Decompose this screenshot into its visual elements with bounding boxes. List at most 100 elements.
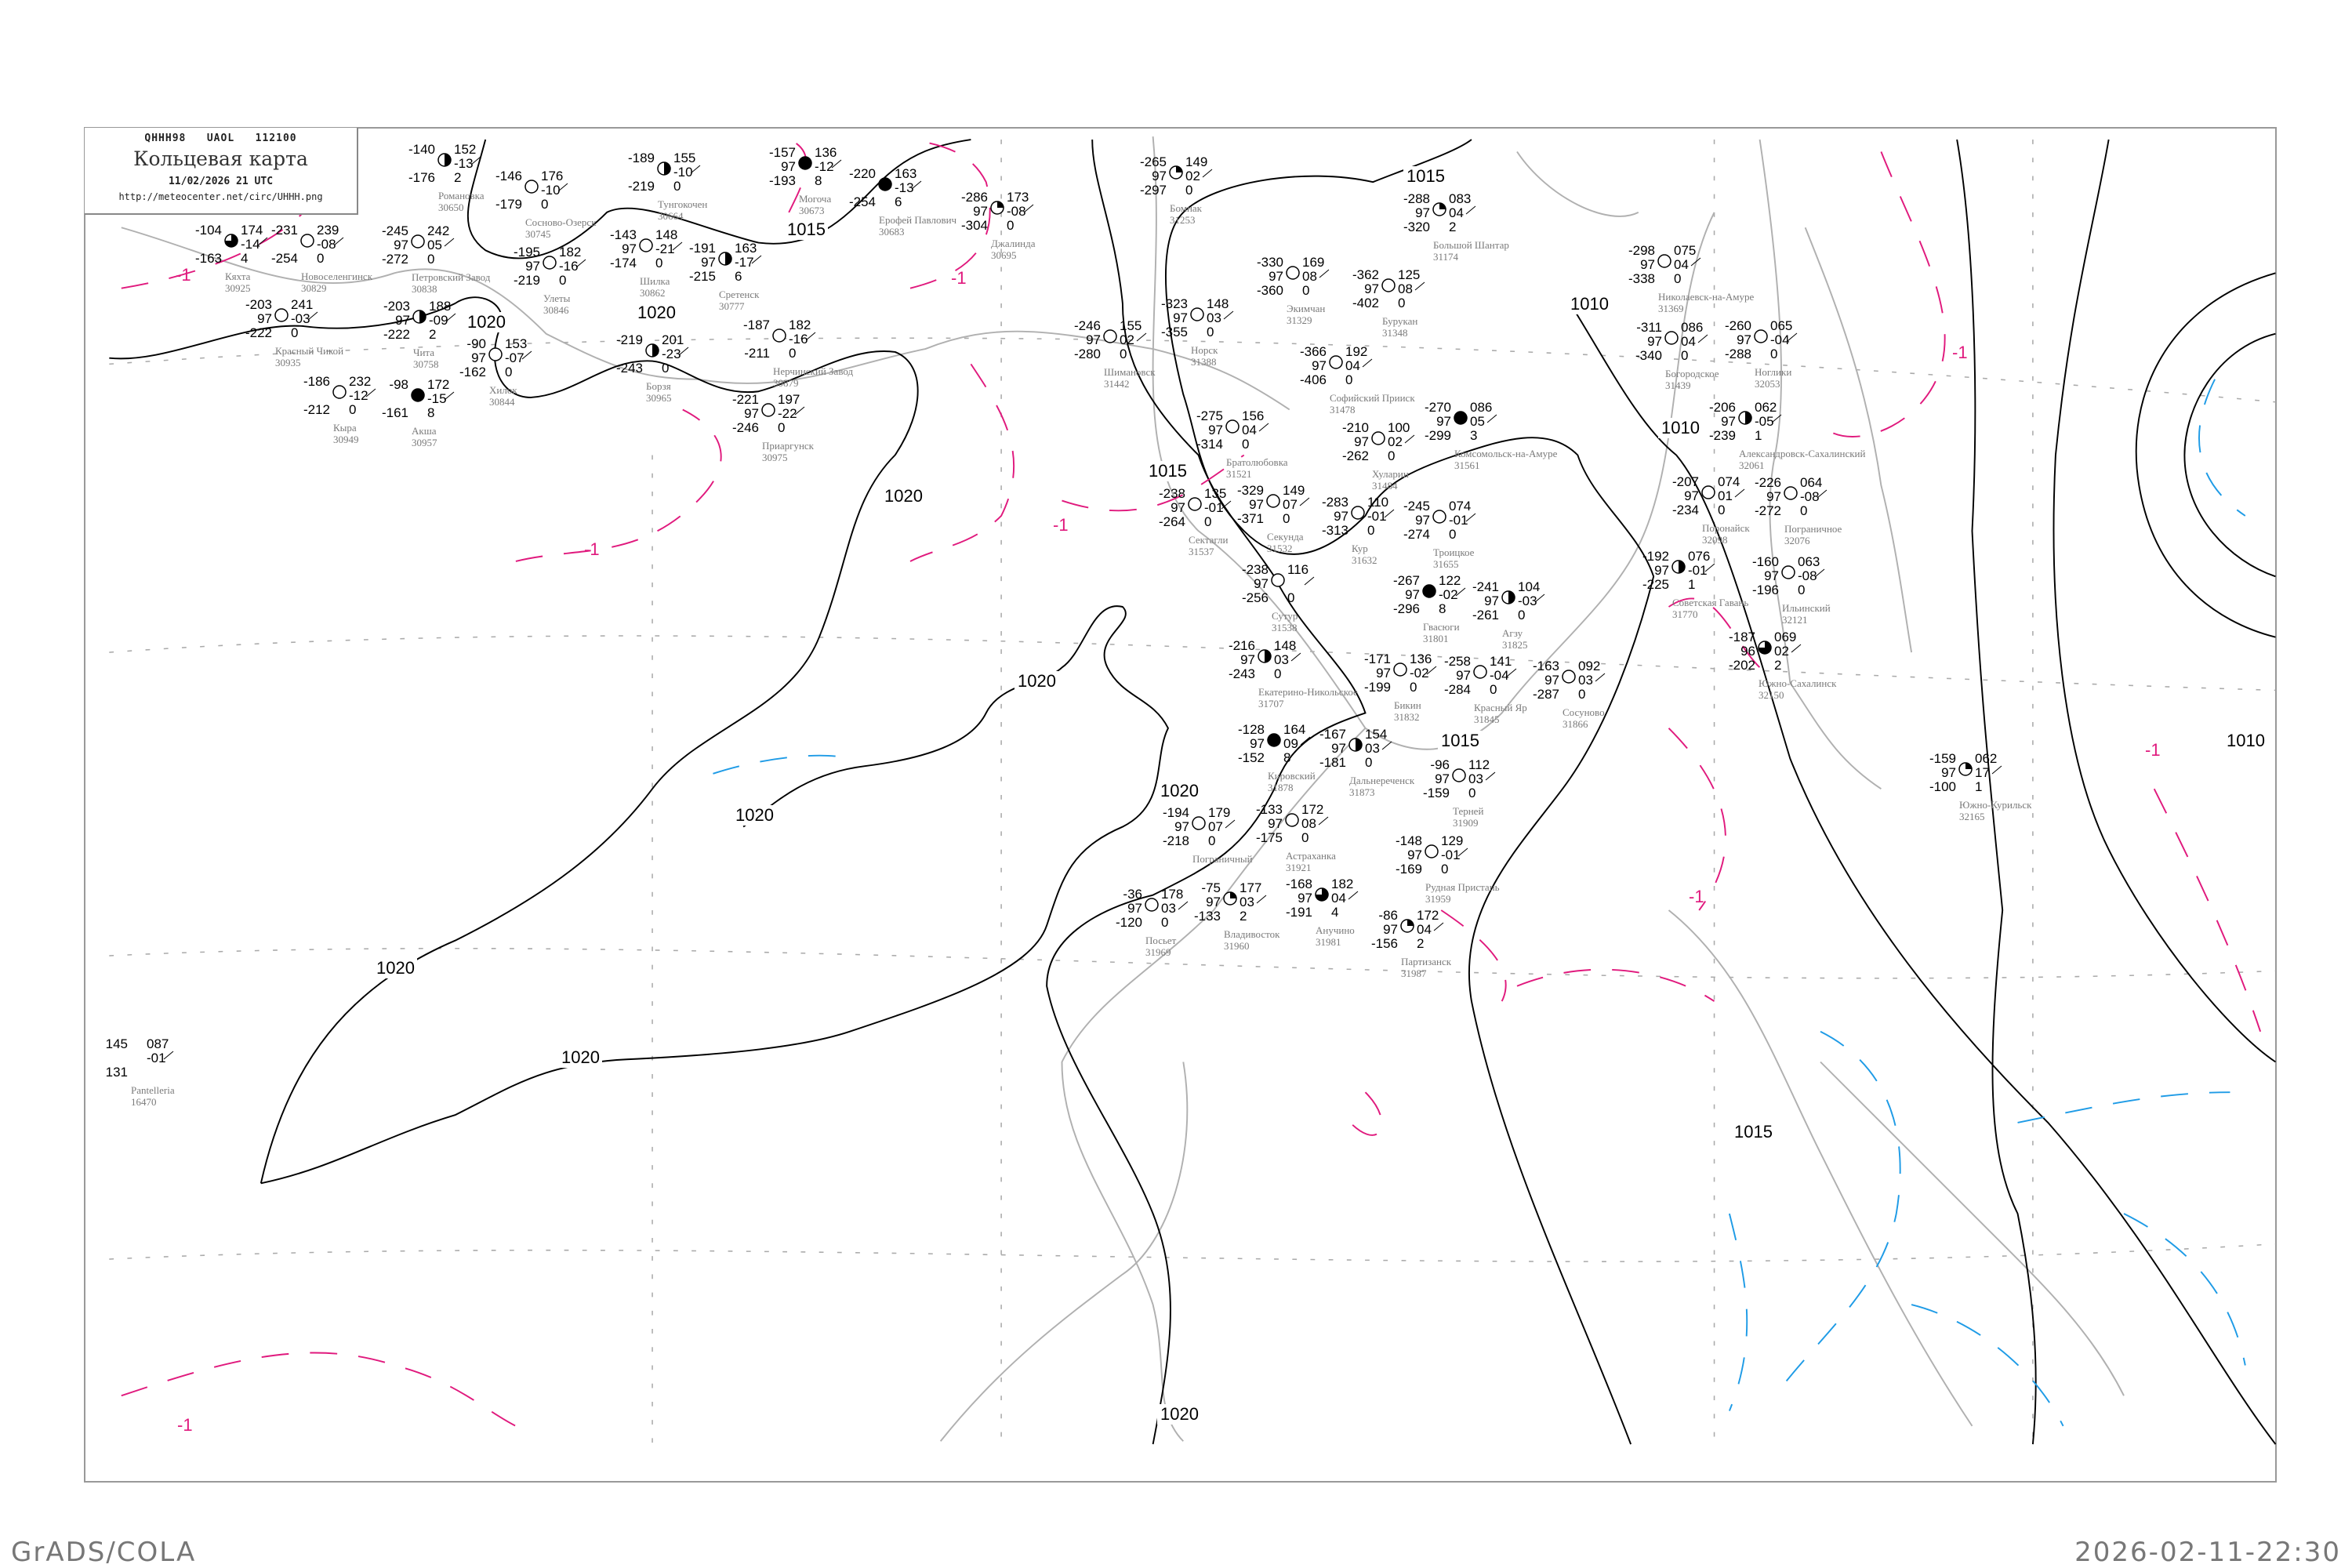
station-temperature: -245 [1403,499,1430,514]
station-temperature: -221 [732,392,759,407]
station-weather-code: 0 [541,197,548,212]
station-weather-code: 0 [427,252,434,267]
wind-barb-icon [1791,644,1802,653]
station-visibility: 97 [1764,568,1779,583]
station-dew-point: -274 [1403,527,1430,542]
station-pressure: 064 [1800,475,1822,490]
station-name: Шимановск [1104,366,1156,378]
station-pressure: 179 [1208,805,1230,820]
station-weather-code: 0 [1161,915,1168,930]
station-pressure: 152 [454,142,476,157]
station-pressure-tendency: -12 [349,388,368,403]
wind-barb-icon [1817,489,1828,499]
station-visibility: 97 [1268,816,1283,831]
station-dew-point: -120 [1116,915,1142,930]
station-pressure: 136 [1410,652,1432,666]
station-pressure: 086 [1470,400,1492,415]
wind-barb-icon [1136,332,1147,342]
wind-barb-icon [1221,500,1232,510]
station-weather-code: 0 [1410,680,1417,695]
station-dew-point: -196 [1752,583,1779,597]
station-name: Бомнак [1170,202,1203,214]
station-temperature: -362 [1352,267,1379,282]
station-pressure: 164 [1283,722,1305,737]
station-name: Анучино [1316,924,1355,936]
station-dew-point: -371 [1237,511,1264,526]
station-visibility: 97 [1647,334,1662,349]
station-pressure: 163 [895,166,916,181]
station-temperature: -171 [1364,652,1391,666]
station-name: Хуларин [1372,468,1409,480]
station-visibility: 97 [1269,269,1283,284]
station-weather-code: 0 [1518,608,1525,622]
station-pressure-tendency: -04 [1770,332,1790,347]
station-name: Пограничное [1784,523,1842,535]
station-temperature: -286 [961,190,988,205]
station-dew-point: -212 [303,402,330,417]
station-visibility: 97 [1240,652,1255,667]
